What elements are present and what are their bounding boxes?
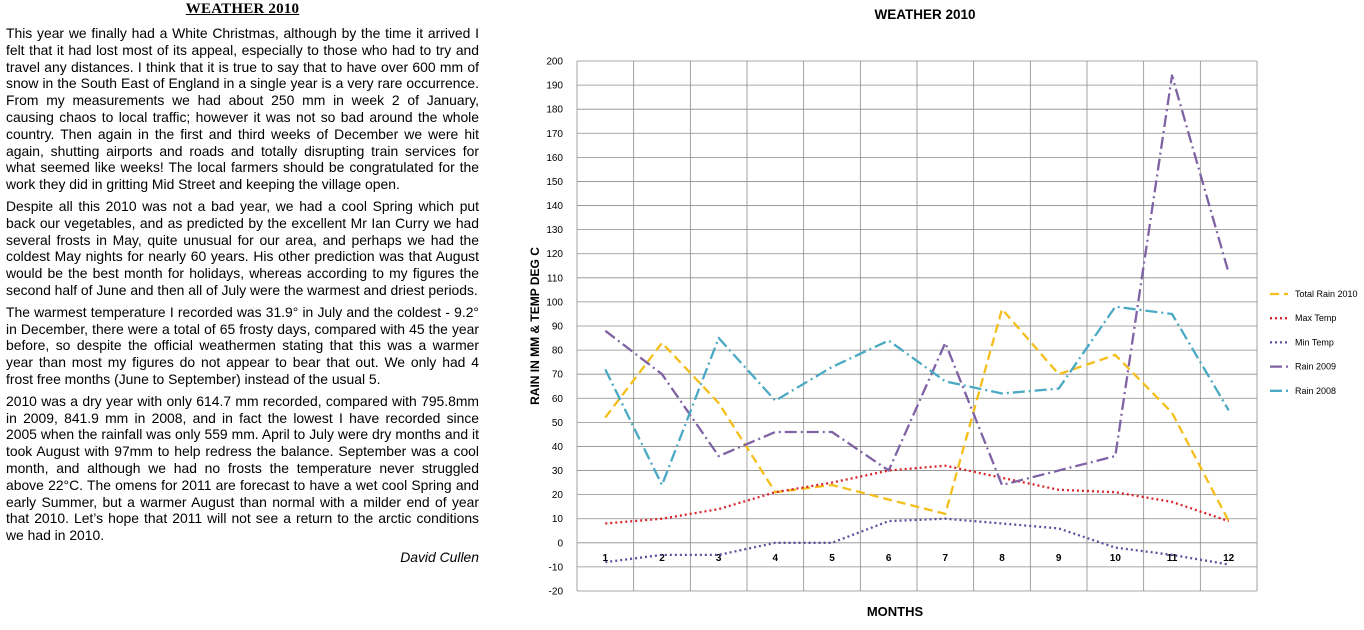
x-tick-label: 8 xyxy=(999,553,1005,564)
chart-series xyxy=(604,74,1230,566)
chart-grid xyxy=(576,60,1258,592)
y-tick-label: 180 xyxy=(546,105,563,116)
y-axis-label: RAIN IN MM & TEMP DEG C xyxy=(528,247,542,405)
article: WEATHER 2010 This year we finally had a … xyxy=(6,0,479,565)
x-tick-label: 6 xyxy=(886,553,892,564)
x-tick-label: 1 xyxy=(603,553,609,564)
y-tick-label: 120 xyxy=(546,249,563,260)
y-tick-label: 100 xyxy=(546,297,563,308)
x-tick-label: 2 xyxy=(659,553,665,564)
y-tick-label: 80 xyxy=(552,346,564,357)
x-tick-label: 7 xyxy=(943,553,949,564)
x-tick-label: 3 xyxy=(716,553,722,564)
x-tick-label: 9 xyxy=(1056,553,1062,564)
legend-label: Total Rain 2010 xyxy=(1295,289,1358,299)
x-tick-label: 4 xyxy=(773,553,779,564)
series-line-total-rain-2010 xyxy=(604,307,1230,522)
chart-svg: WEATHER 2010 -20 -10 0 10 20 30 40 50 60 70 80 90 10… xyxy=(528,7,1358,619)
weather-chart: WEATHER 2010 -20 -10 0 10 20 30 40 50 60 70 80 90 10… xyxy=(520,0,1364,625)
y-tick-label: 40 xyxy=(552,442,564,453)
y-tick-label: 60 xyxy=(552,394,564,405)
y-tick-label: -10 xyxy=(549,562,564,573)
x-axis-label: MONTHS xyxy=(867,604,924,619)
series-line-rain-2008 xyxy=(604,305,1230,487)
article-paragraph-3: The warmest temperature I recorded was 3… xyxy=(6,303,479,387)
legend-label: Rain 2009 xyxy=(1295,362,1336,372)
y-tick-label: 160 xyxy=(546,153,563,164)
chart-title: WEATHER 2010 xyxy=(874,7,975,22)
y-tick-label: -20 xyxy=(549,587,564,598)
y-tick-label: 10 xyxy=(552,514,564,525)
y-tick-label: 20 xyxy=(552,490,564,501)
series-line-rain-2009 xyxy=(604,74,1230,487)
y-tick-label: 50 xyxy=(552,418,564,429)
y-tick-label: 70 xyxy=(552,370,564,381)
y-tick-label: 140 xyxy=(546,201,563,212)
y-tick-label: 110 xyxy=(547,273,563,284)
x-axis-ticks: 1 2 3 4 5 6 7 8 9 10 11 12 xyxy=(603,553,1235,564)
x-tick-label: 10 xyxy=(1110,553,1122,564)
y-tick-label: 30 xyxy=(552,466,564,477)
y-tick-label: 170 xyxy=(546,129,563,140)
y-tick-label: 200 xyxy=(546,57,563,68)
y-tick-label: 190 xyxy=(546,81,563,92)
legend-label: Max Temp xyxy=(1295,313,1336,323)
article-title: WEATHER 2010 xyxy=(185,1,300,17)
x-tick-label: 12 xyxy=(1223,553,1235,564)
signature: David Cullen xyxy=(400,548,479,565)
y-tick-label: 130 xyxy=(546,225,563,236)
article-paragraph-4: 2010 was a dry year with only 614.7 mm r… xyxy=(6,392,479,544)
legend-label: Min Temp xyxy=(1295,337,1334,347)
x-tick-label: 11 xyxy=(1167,553,1178,564)
article-paragraph-1: This year we finally had a White Christm… xyxy=(6,25,479,193)
article-paragraph-2: Despite all this 2010 was not a bad year… xyxy=(6,197,479,298)
x-tick-label: 5 xyxy=(829,553,835,564)
legend-label: Rain 2008 xyxy=(1295,386,1336,396)
y-tick-label: 90 xyxy=(552,322,564,333)
chart-legend: Total Rain 2010 Max Temp Min Temp Rain 2009… xyxy=(1270,289,1358,396)
y-tick-label: 0 xyxy=(557,538,563,549)
y-axis-ticks: -20 -10 0 10 20 30 40 50 60 70 80 90 100 110 120 130 140… xyxy=(546,57,563,598)
y-tick-label: 150 xyxy=(546,177,563,188)
